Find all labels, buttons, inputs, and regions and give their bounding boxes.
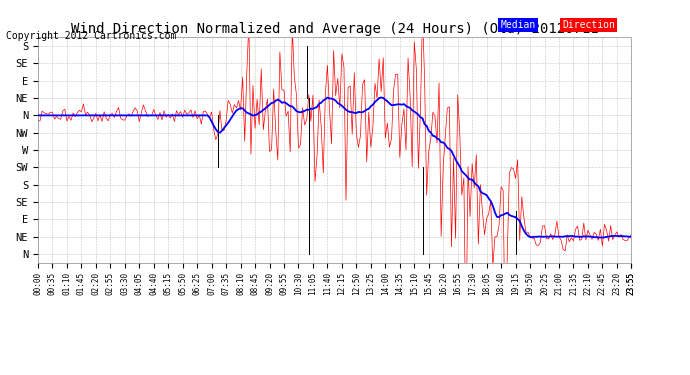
Text: Median: Median <box>500 20 535 30</box>
Text: Copyright 2012 Cartronics.com: Copyright 2012 Cartronics.com <box>6 32 176 41</box>
Text: Direction: Direction <box>562 20 615 30</box>
Title: Wind Direction Normalized and Average (24 Hours) (Old) 20120711: Wind Direction Normalized and Average (2… <box>71 22 598 36</box>
